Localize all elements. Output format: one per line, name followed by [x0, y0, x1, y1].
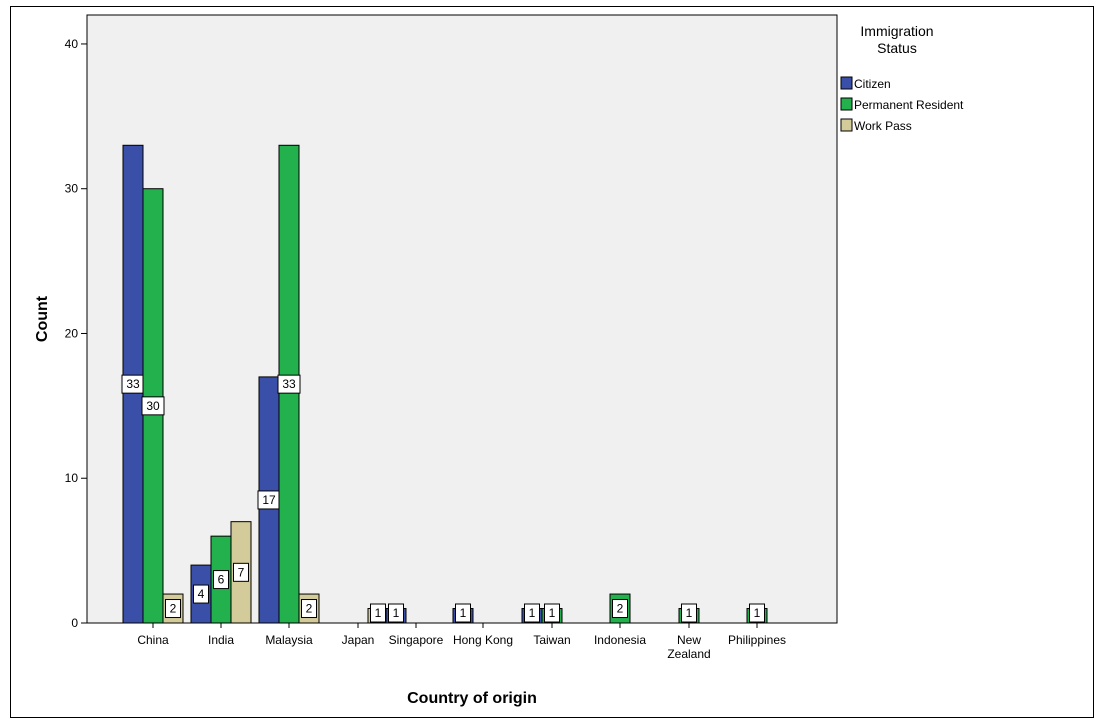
- data-label: 4: [198, 587, 205, 601]
- data-label: 1: [375, 606, 382, 620]
- x-axis-title: Country of origin: [407, 690, 537, 707]
- legend-title: Immigration: [860, 23, 933, 39]
- y-tick-label: 30: [65, 182, 79, 196]
- data-label: 1: [529, 606, 536, 620]
- x-tick-label: China: [137, 633, 169, 647]
- data-label-box: [193, 584, 209, 604]
- y-axis: 0 10 20 30 40: [65, 37, 87, 630]
- legend-label: Work Pass: [854, 119, 912, 133]
- data-label-box: [681, 603, 697, 623]
- data-label: 2: [617, 602, 624, 616]
- data-label: 33: [126, 377, 140, 391]
- data-label-box: [277, 374, 301, 394]
- data-label: 1: [460, 606, 467, 620]
- data-label-box: [544, 603, 560, 623]
- x-tick-label: Japan: [342, 633, 375, 647]
- data-label-box: [141, 396, 165, 416]
- x-tick-label: New: [677, 633, 701, 647]
- x-tick-label: Philippines: [728, 633, 786, 647]
- legend-label: Citizen: [854, 77, 891, 91]
- y-tick-label: 40: [65, 37, 79, 51]
- legend-swatch: [840, 118, 853, 132]
- legend-swatch: [840, 97, 853, 111]
- data-label-box: [524, 603, 540, 623]
- data-label: 17: [262, 493, 276, 507]
- y-tick-label: 20: [65, 326, 79, 340]
- data-label: 30: [146, 399, 160, 413]
- plot-area: [86, 14, 838, 624]
- data-label-box: [455, 603, 471, 623]
- legend-title: Status: [877, 40, 917, 56]
- data-label-box: [612, 599, 628, 619]
- data-label: 1: [686, 606, 693, 620]
- x-tick-label: Malaysia: [265, 633, 313, 647]
- data-label-box: [165, 599, 181, 619]
- data-label-box: [213, 570, 229, 590]
- x-tick-label: Taiwan: [533, 633, 570, 647]
- x-tick-label: India: [208, 633, 234, 647]
- x-tick-label: Hong Kong: [453, 633, 513, 647]
- data-label: 1: [549, 606, 556, 620]
- data-label: 1: [393, 606, 400, 620]
- data-label: 2: [170, 602, 177, 616]
- data-label-box: [388, 603, 404, 623]
- x-tick-label: Zealand: [667, 647, 710, 661]
- x-tick-label: Singapore: [389, 633, 444, 647]
- legend-swatch: [840, 76, 853, 90]
- x-axis: China India Malaysia Japan Singapore Hong Kon…: [137, 623, 786, 661]
- data-label-box: [749, 603, 765, 623]
- y-tick-label: 0: [71, 616, 78, 630]
- chart-frame: 0 10 20 30 40 33 30 2 4 6 7 17 33 2 1 1 1 1 1 2 1 1 China Ind…: [10, 6, 1094, 718]
- x-tick-label: Indonesia: [594, 633, 646, 647]
- data-label: 6: [218, 573, 225, 587]
- data-label: 33: [282, 377, 296, 391]
- data-label: 1: [754, 606, 761, 620]
- data-label: 7: [238, 565, 245, 579]
- y-axis-title: Count: [34, 295, 51, 342]
- legend-label: Permanent Resident: [854, 98, 964, 112]
- data-label-box: [301, 599, 317, 619]
- y-tick-label: 10: [65, 471, 79, 485]
- data-label: 2: [306, 602, 313, 616]
- data-label-box: [233, 562, 249, 582]
- legend: Immigration Status Citizen Permanent Resi…: [840, 23, 964, 133]
